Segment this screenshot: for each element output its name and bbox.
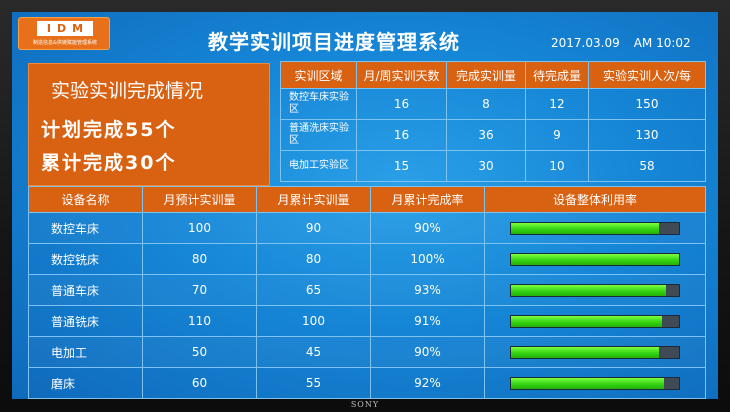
equipment-cumulative: 55 [256,367,371,399]
table-row: 电加工实验区 15 30 10 58 [280,150,706,182]
equipment-cumulative: 80 [256,243,371,275]
area-persons: 58 [588,150,706,182]
column-header: 月累计完成率 [370,186,485,213]
utilization-bar [510,283,680,297]
equipment-cumulative: 65 [256,274,371,306]
column-header: 待完成量 [525,61,589,89]
logo: IDM 制造信息&供链赋能管理系统 [18,17,110,50]
summary-planned: 计划完成55个 [41,119,177,141]
table-row: 普通铣床 110 100 91% [28,305,706,337]
table-row: 数控车床 100 90 90% [28,212,706,244]
equipment-table: 设备名称 月预计实训量 月累计实训量 月累计完成率 设备整体利用率 数控车床 1… [28,186,706,399]
utilization-bar-fill [511,377,664,389]
utilization-cell [484,305,706,337]
utilization-bar [510,345,680,359]
equipment-name: 数控铣床 [28,243,143,275]
area-done: 36 [446,119,526,151]
utilization-cell [484,212,706,244]
equipment-name: 普通车床 [28,274,143,306]
column-header: 设备整体利用率 [484,186,706,213]
utilization-cell [484,367,706,399]
date-label: 2017.03.09 [551,36,620,50]
brand-label: SONY [350,400,380,409]
table-header-row: 实训区域 月/周实训天数 完成实训量 待完成量 实验实训人次/每 [280,61,706,89]
utilization-cell [484,243,706,275]
utilization-bar [510,221,680,235]
summary-panel: 实验实训完成情况 计划完成55个 累计完成30个 [28,63,270,186]
table-row: 数控铣床 80 80 100% [28,243,706,275]
area-days: 16 [356,88,447,120]
datetime: 2017.03.09 AM 10:02 [551,36,691,50]
area-name: 普通洗床实验区 [280,119,357,151]
utilization-cell [484,336,706,368]
equipment-rate: 90% [370,212,485,244]
column-header: 完成实训量 [446,61,526,89]
area-done: 30 [446,150,526,182]
table-row: 电加工 50 45 90% [28,336,706,368]
training-area-table: 实训区域 月/周实训天数 完成实训量 待完成量 实验实训人次/每 数控车床实验区… [280,61,706,182]
column-header: 实验实训人次/每 [588,61,706,89]
equipment-name: 数控车床 [28,212,143,244]
area-pending: 10 [525,150,589,182]
utilization-bar [510,252,680,266]
logo-subtitle: 制造信息&供链赋能管理系统 [33,40,97,46]
table-row: 数控车床实验区 16 8 12 150 [280,88,706,120]
equipment-planned: 80 [142,243,257,275]
summary-completed: 累计完成30个 [41,152,177,174]
equipment-cumulative: 90 [256,212,371,244]
area-pending: 12 [525,88,589,120]
equipment-rate: 100% [370,243,485,275]
table-row: 普通车床 70 65 93% [28,274,706,306]
equipment-rate: 90% [370,336,485,368]
utilization-bar [510,376,680,390]
area-name: 数控车床实验区 [280,88,357,120]
equipment-planned: 100 [142,212,257,244]
table-row: 普通洗床实验区 16 36 9 130 [280,119,706,151]
area-days: 15 [356,150,447,182]
utilization-bar-fill [511,346,659,358]
column-header: 月累计实训量 [256,186,371,213]
equipment-name: 磨床 [28,367,143,399]
table-header-row: 设备名称 月预计实训量 月累计实训量 月累计完成率 设备整体利用率 [28,186,706,213]
equipment-rate: 92% [370,367,485,399]
column-header: 设备名称 [28,186,143,213]
area-done: 8 [446,88,526,120]
summary-heading: 实验实训完成情况 [51,80,204,102]
column-header: 实训区域 [280,61,357,89]
equipment-rate: 93% [370,274,485,306]
logo-text: IDM [37,21,93,36]
utilization-cell [484,274,706,306]
area-name: 电加工实验区 [280,150,357,182]
utilization-bar-fill [511,315,663,327]
column-header: 月/周实训天数 [356,61,447,89]
dashboard-screen: IDM 制造信息&供链赋能管理系统 教学实训项目进度管理系统 2017.03.0… [12,12,718,399]
utilization-bar-fill [511,222,659,234]
area-persons: 150 [588,88,706,120]
equipment-rate: 91% [370,305,485,337]
utilization-bar-fill [511,253,679,265]
area-persons: 130 [588,119,706,151]
equipment-name: 电加工 [28,336,143,368]
area-days: 16 [356,119,447,151]
equipment-planned: 70 [142,274,257,306]
equipment-planned: 60 [142,367,257,399]
equipment-cumulative: 45 [256,336,371,368]
equipment-cumulative: 100 [256,305,371,337]
utilization-bar [510,314,680,328]
table-row: 磨床 60 55 92% [28,367,706,399]
equipment-name: 普通铣床 [28,305,143,337]
page-title: 教学实训项目进度管理系统 [208,30,460,54]
equipment-planned: 110 [142,305,257,337]
equipment-planned: 50 [142,336,257,368]
area-pending: 9 [525,119,589,151]
time-label: AM 10:02 [633,36,691,50]
utilization-bar-fill [511,284,666,296]
column-header: 月预计实训量 [142,186,257,213]
